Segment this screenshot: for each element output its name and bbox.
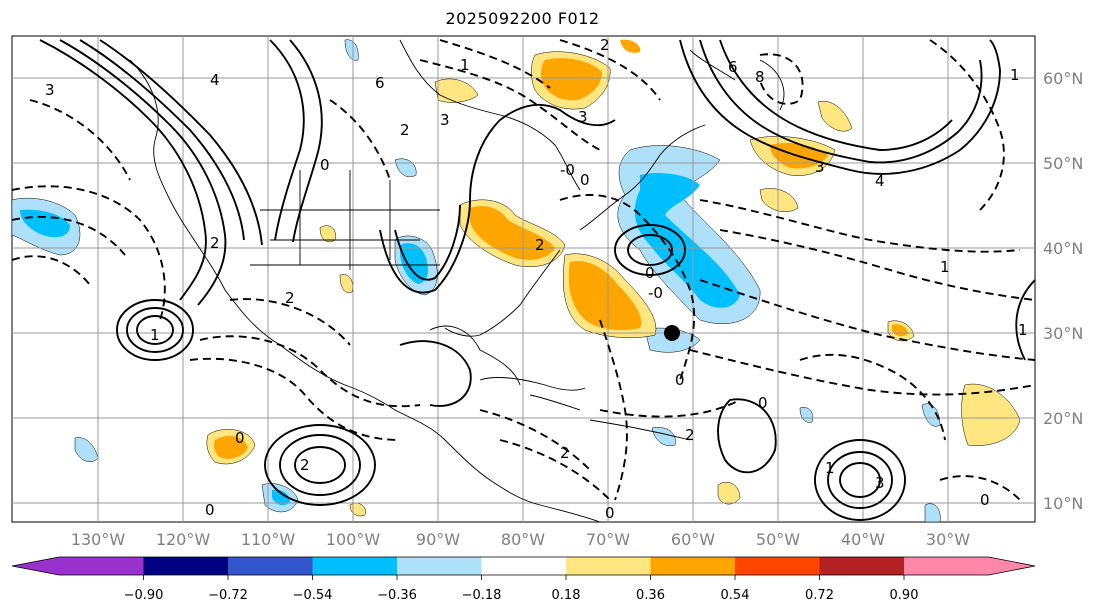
colorbar-swatch	[312, 557, 397, 575]
map-panel: 3 4 3 2 6 0 2 1 0 -0 0 1 0 1 6 8 3 4 2 3	[11, 35, 1036, 523]
lon-label: 100°W	[326, 530, 381, 549]
contour-label: -0	[560, 161, 575, 179]
storm-position-dot	[664, 325, 680, 341]
contour-label: 2	[210, 234, 220, 252]
contour-label: 1	[825, 459, 835, 477]
contour-label: 1	[1010, 66, 1020, 84]
figure-title: 2025092200 F012	[445, 9, 600, 28]
contour-label: 0	[320, 156, 330, 174]
contour-label: 2	[300, 456, 310, 474]
lon-label: 80°W	[501, 530, 545, 549]
contour-label: 2	[400, 121, 410, 139]
contour-label: 3	[875, 474, 885, 492]
colorbar-swatch	[904, 557, 989, 575]
colorbar-tick-label: 0.54	[721, 588, 750, 603]
lon-label: 50°W	[756, 530, 800, 549]
colorbar-swatch	[59, 557, 144, 575]
contour-label: 0	[758, 394, 768, 412]
contour-labels: 3 4 3 2 6 0 2 1 0 -0 0 1 0 1 6 8 3 4 2 3	[45, 36, 1028, 522]
contour-label: 1	[1018, 321, 1028, 339]
lat-label: 30°N	[1043, 324, 1083, 343]
contour-label: 1	[460, 56, 470, 74]
graticule	[12, 36, 1035, 522]
contour-label: 0	[605, 504, 615, 522]
contour-label: 0	[645, 264, 655, 282]
contour-label: 0	[980, 491, 990, 509]
colorbar-swatch	[143, 557, 228, 575]
lat-label: 10°N	[1043, 494, 1083, 513]
contour-label: 6	[375, 74, 385, 92]
contour-label: 8	[755, 68, 765, 86]
contour-label: 3	[815, 158, 825, 176]
contour-label: 1	[150, 326, 160, 344]
contour-label: 3	[578, 108, 588, 126]
contour-label: 1	[940, 258, 950, 276]
lon-label: 60°W	[671, 530, 715, 549]
contour-label: 2	[535, 236, 545, 254]
solid-contours	[39, 39, 1035, 521]
lon-label: 110°W	[241, 530, 296, 549]
colorbar-swatch	[481, 557, 566, 575]
contour-label: 2	[285, 289, 295, 307]
contour-label: -0	[648, 284, 663, 302]
contour-label: 2	[560, 444, 570, 462]
colorbar-tick-label: 0.90	[890, 588, 919, 603]
contour-label: 6	[728, 58, 738, 76]
lon-label: 130°W	[71, 530, 126, 549]
lon-label: 90°W	[416, 530, 460, 549]
colorbar-tick-label: 0.18	[552, 588, 581, 603]
dashed-contours	[12, 39, 1035, 501]
contour-label: 0	[675, 371, 685, 389]
contour-label: 2	[685, 426, 695, 444]
lat-label: 20°N	[1043, 409, 1083, 428]
latitude-labels: 60°N 50°N 40°N 30°N 20°N 10°N	[1043, 69, 1083, 513]
contour-label: 0	[235, 429, 245, 447]
colorbar-tick-label: −0.90	[124, 588, 164, 603]
lat-label: 60°N	[1043, 69, 1083, 88]
contour-label: 0	[205, 501, 215, 519]
colorbar-swatch	[988, 557, 1035, 575]
colorbar-tick-label: 0.36	[636, 588, 665, 603]
longitude-labels: 130°W 120°W 110°W 100°W 90°W 80°W 70°W 6…	[71, 530, 970, 549]
contour-label: 2	[600, 36, 610, 54]
lon-label: 40°W	[841, 530, 885, 549]
coastlines	[129, 39, 785, 522]
colorbar-swatch	[735, 557, 820, 575]
colorbar-swatch	[397, 557, 482, 575]
lon-label: 70°W	[586, 530, 630, 549]
contour-label: 4	[210, 71, 220, 89]
colorbar-tick-label: −0.72	[208, 588, 248, 603]
contour-label: 0	[580, 171, 590, 189]
lon-label: 120°W	[156, 530, 211, 549]
contour-label: 3	[45, 81, 55, 99]
lat-label: 40°N	[1043, 239, 1083, 258]
contour-label: 4	[875, 172, 885, 190]
lon-label: 30°W	[926, 530, 970, 549]
colorbar-swatch	[228, 557, 313, 575]
shaded-anomalies	[12, 39, 1021, 522]
colorbar-swatch	[566, 557, 651, 575]
colorbar-tick-label: −0.36	[377, 588, 417, 603]
colorbar-swatch	[650, 557, 735, 575]
lat-label: 50°N	[1043, 154, 1083, 173]
colorbar: −0.90 −0.72 −0.54 −0.36 −0.18 0.18 0.36 …	[11, 556, 1036, 603]
colorbar-tick-label: 0.72	[805, 588, 834, 603]
colorbar-tick-label: −0.54	[293, 588, 333, 603]
contour-label: 3	[440, 111, 450, 129]
colorbar-tick-label: −0.18	[462, 588, 502, 603]
colorbar-swatch	[12, 557, 59, 575]
colorbar-swatch	[819, 557, 904, 575]
